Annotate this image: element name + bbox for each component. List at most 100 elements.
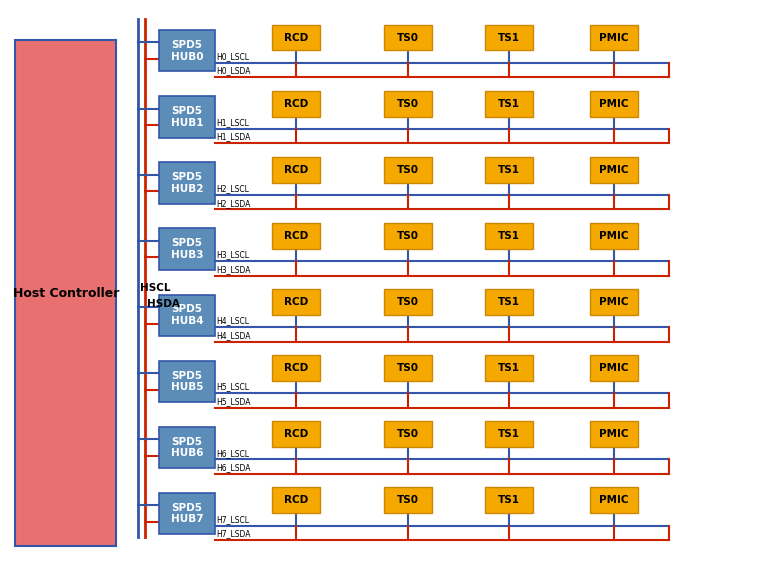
FancyBboxPatch shape bbox=[485, 25, 533, 51]
FancyBboxPatch shape bbox=[485, 289, 533, 315]
Text: PMIC: PMIC bbox=[599, 496, 629, 505]
Text: RCD: RCD bbox=[284, 165, 308, 175]
Text: SPD5
HUB4: SPD5 HUB4 bbox=[171, 305, 203, 326]
FancyBboxPatch shape bbox=[271, 157, 320, 183]
FancyBboxPatch shape bbox=[485, 488, 533, 513]
Text: TS0: TS0 bbox=[397, 231, 419, 241]
Text: TS0: TS0 bbox=[397, 496, 419, 505]
FancyBboxPatch shape bbox=[271, 25, 320, 51]
FancyBboxPatch shape bbox=[590, 25, 638, 51]
Text: TS1: TS1 bbox=[498, 99, 520, 109]
Text: H0_LSCL: H0_LSCL bbox=[216, 52, 249, 61]
Text: SPD5
HUB5: SPD5 HUB5 bbox=[171, 371, 203, 392]
FancyBboxPatch shape bbox=[485, 223, 533, 249]
Text: H6_LSCL: H6_LSCL bbox=[216, 448, 249, 458]
Text: H6_LSDA: H6_LSDA bbox=[216, 463, 251, 472]
Text: TS0: TS0 bbox=[397, 297, 419, 307]
Text: TS1: TS1 bbox=[498, 231, 520, 241]
FancyBboxPatch shape bbox=[271, 421, 320, 447]
FancyBboxPatch shape bbox=[271, 488, 320, 513]
Text: SPD5
HUB3: SPD5 HUB3 bbox=[171, 239, 203, 260]
Text: PMIC: PMIC bbox=[599, 430, 629, 439]
Text: Host Controller: Host Controller bbox=[13, 287, 119, 300]
Text: SPD5
HUB0: SPD5 HUB0 bbox=[171, 40, 203, 62]
FancyBboxPatch shape bbox=[16, 40, 116, 546]
Text: H3_LSCL: H3_LSCL bbox=[216, 250, 249, 259]
Text: TS0: TS0 bbox=[397, 99, 419, 109]
FancyBboxPatch shape bbox=[159, 96, 215, 137]
FancyBboxPatch shape bbox=[590, 289, 638, 315]
Text: TS1: TS1 bbox=[498, 496, 520, 505]
FancyBboxPatch shape bbox=[159, 427, 215, 468]
Text: H3_LSDA: H3_LSDA bbox=[216, 265, 251, 274]
FancyBboxPatch shape bbox=[384, 223, 432, 249]
Text: RCD: RCD bbox=[284, 297, 308, 307]
Text: RCD: RCD bbox=[284, 99, 308, 109]
Text: TS0: TS0 bbox=[397, 165, 419, 175]
FancyBboxPatch shape bbox=[485, 91, 533, 117]
Text: PMIC: PMIC bbox=[599, 33, 629, 43]
Text: SPD5
HUB1: SPD5 HUB1 bbox=[171, 106, 203, 128]
FancyBboxPatch shape bbox=[590, 355, 638, 381]
Text: H0_LSDA: H0_LSDA bbox=[216, 67, 251, 75]
FancyBboxPatch shape bbox=[485, 355, 533, 381]
FancyBboxPatch shape bbox=[485, 421, 533, 447]
FancyBboxPatch shape bbox=[384, 157, 432, 183]
FancyBboxPatch shape bbox=[384, 91, 432, 117]
Text: SPD5
HUB7: SPD5 HUB7 bbox=[171, 503, 203, 524]
Text: RCD: RCD bbox=[284, 231, 308, 241]
Text: RCD: RCD bbox=[284, 363, 308, 373]
Text: PMIC: PMIC bbox=[599, 297, 629, 307]
Text: HSDA: HSDA bbox=[147, 300, 180, 309]
FancyBboxPatch shape bbox=[159, 493, 215, 534]
Text: PMIC: PMIC bbox=[599, 165, 629, 175]
FancyBboxPatch shape bbox=[384, 355, 432, 381]
Text: H5_LSDA: H5_LSDA bbox=[216, 397, 251, 406]
Text: H2_LSDA: H2_LSDA bbox=[216, 199, 251, 208]
Text: TS1: TS1 bbox=[498, 297, 520, 307]
FancyBboxPatch shape bbox=[271, 223, 320, 249]
Text: H7_LSDA: H7_LSDA bbox=[216, 530, 251, 538]
FancyBboxPatch shape bbox=[485, 157, 533, 183]
Text: H5_LSCL: H5_LSCL bbox=[216, 382, 249, 392]
Text: SPD5
HUB6: SPD5 HUB6 bbox=[171, 437, 203, 458]
Text: H7_LSCL: H7_LSCL bbox=[216, 515, 249, 524]
Text: H2_LSCL: H2_LSCL bbox=[216, 184, 249, 193]
Text: TS1: TS1 bbox=[498, 363, 520, 373]
FancyBboxPatch shape bbox=[384, 289, 432, 315]
Text: PMIC: PMIC bbox=[599, 231, 629, 241]
Text: TS1: TS1 bbox=[498, 33, 520, 43]
Text: SPD5
HUB2: SPD5 HUB2 bbox=[171, 172, 203, 194]
Text: PMIC: PMIC bbox=[599, 99, 629, 109]
FancyBboxPatch shape bbox=[590, 91, 638, 117]
FancyBboxPatch shape bbox=[271, 91, 320, 117]
FancyBboxPatch shape bbox=[384, 25, 432, 51]
Text: TS1: TS1 bbox=[498, 430, 520, 439]
Text: RCD: RCD bbox=[284, 430, 308, 439]
Text: PMIC: PMIC bbox=[599, 363, 629, 373]
Text: H1_LSDA: H1_LSDA bbox=[216, 133, 251, 141]
Text: TS0: TS0 bbox=[397, 33, 419, 43]
Text: RCD: RCD bbox=[284, 496, 308, 505]
FancyBboxPatch shape bbox=[271, 355, 320, 381]
Text: TS1: TS1 bbox=[498, 165, 520, 175]
Text: H4_LSDA: H4_LSDA bbox=[216, 331, 251, 340]
FancyBboxPatch shape bbox=[590, 421, 638, 447]
Text: TS0: TS0 bbox=[397, 430, 419, 439]
FancyBboxPatch shape bbox=[590, 157, 638, 183]
FancyBboxPatch shape bbox=[590, 488, 638, 513]
Text: TS0: TS0 bbox=[397, 363, 419, 373]
FancyBboxPatch shape bbox=[159, 361, 215, 402]
FancyBboxPatch shape bbox=[159, 162, 215, 204]
FancyBboxPatch shape bbox=[159, 228, 215, 270]
Text: H1_LSCL: H1_LSCL bbox=[216, 118, 249, 127]
FancyBboxPatch shape bbox=[590, 223, 638, 249]
FancyBboxPatch shape bbox=[384, 488, 432, 513]
Text: HSCL: HSCL bbox=[140, 283, 171, 293]
FancyBboxPatch shape bbox=[159, 30, 215, 71]
FancyBboxPatch shape bbox=[384, 421, 432, 447]
Text: H4_LSCL: H4_LSCL bbox=[216, 316, 249, 325]
Text: RCD: RCD bbox=[284, 33, 308, 43]
FancyBboxPatch shape bbox=[159, 294, 215, 336]
FancyBboxPatch shape bbox=[271, 289, 320, 315]
